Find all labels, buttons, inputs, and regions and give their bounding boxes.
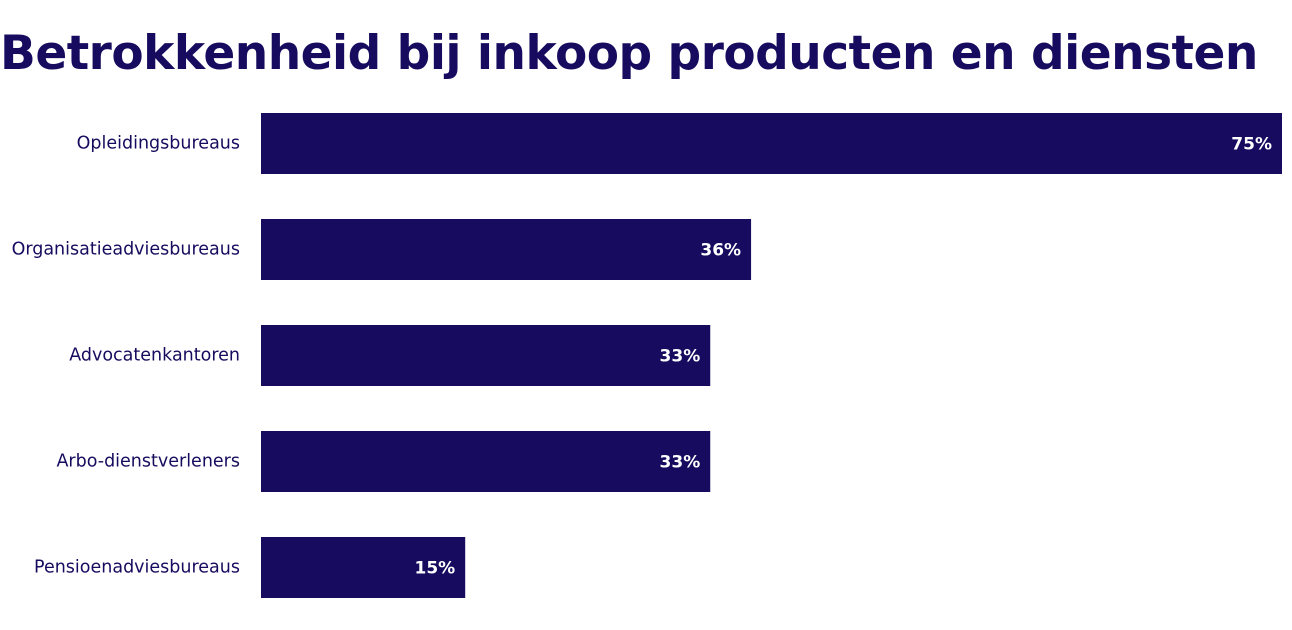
category-label: Pensioenadviesbureaus bbox=[34, 558, 240, 578]
value-label: 33% bbox=[660, 347, 701, 367]
category-labels-group: Opleidingsbureaus Organisatieadviesbureau… bbox=[12, 134, 240, 578]
category-label: Opleidingsbureaus bbox=[77, 134, 240, 154]
chart-title: Betrokkenheid bij inkoop producten en di… bbox=[0, 26, 1258, 81]
category-label: Organisatieadviesbureaus bbox=[12, 240, 240, 260]
bar-opleidingsbureaus bbox=[261, 113, 1282, 174]
bar-organisatieadviesbureaus bbox=[261, 219, 752, 280]
value-label: 33% bbox=[660, 453, 701, 473]
bars-group bbox=[261, 113, 1282, 598]
value-label: 15% bbox=[414, 559, 455, 579]
bar-pensioenadviesbureaus bbox=[261, 537, 466, 598]
value-label: 75% bbox=[1231, 135, 1272, 155]
category-label: Arbo-dienstverleners bbox=[56, 452, 240, 472]
value-label: 36% bbox=[700, 241, 741, 261]
bar-arbo-dienstverleners bbox=[261, 431, 711, 492]
value-labels-group: 75% 36% 33% 33% 15% bbox=[414, 135, 1272, 579]
bar-advocatenkantoren bbox=[261, 325, 711, 386]
category-label: Advocatenkantoren bbox=[69, 346, 240, 366]
